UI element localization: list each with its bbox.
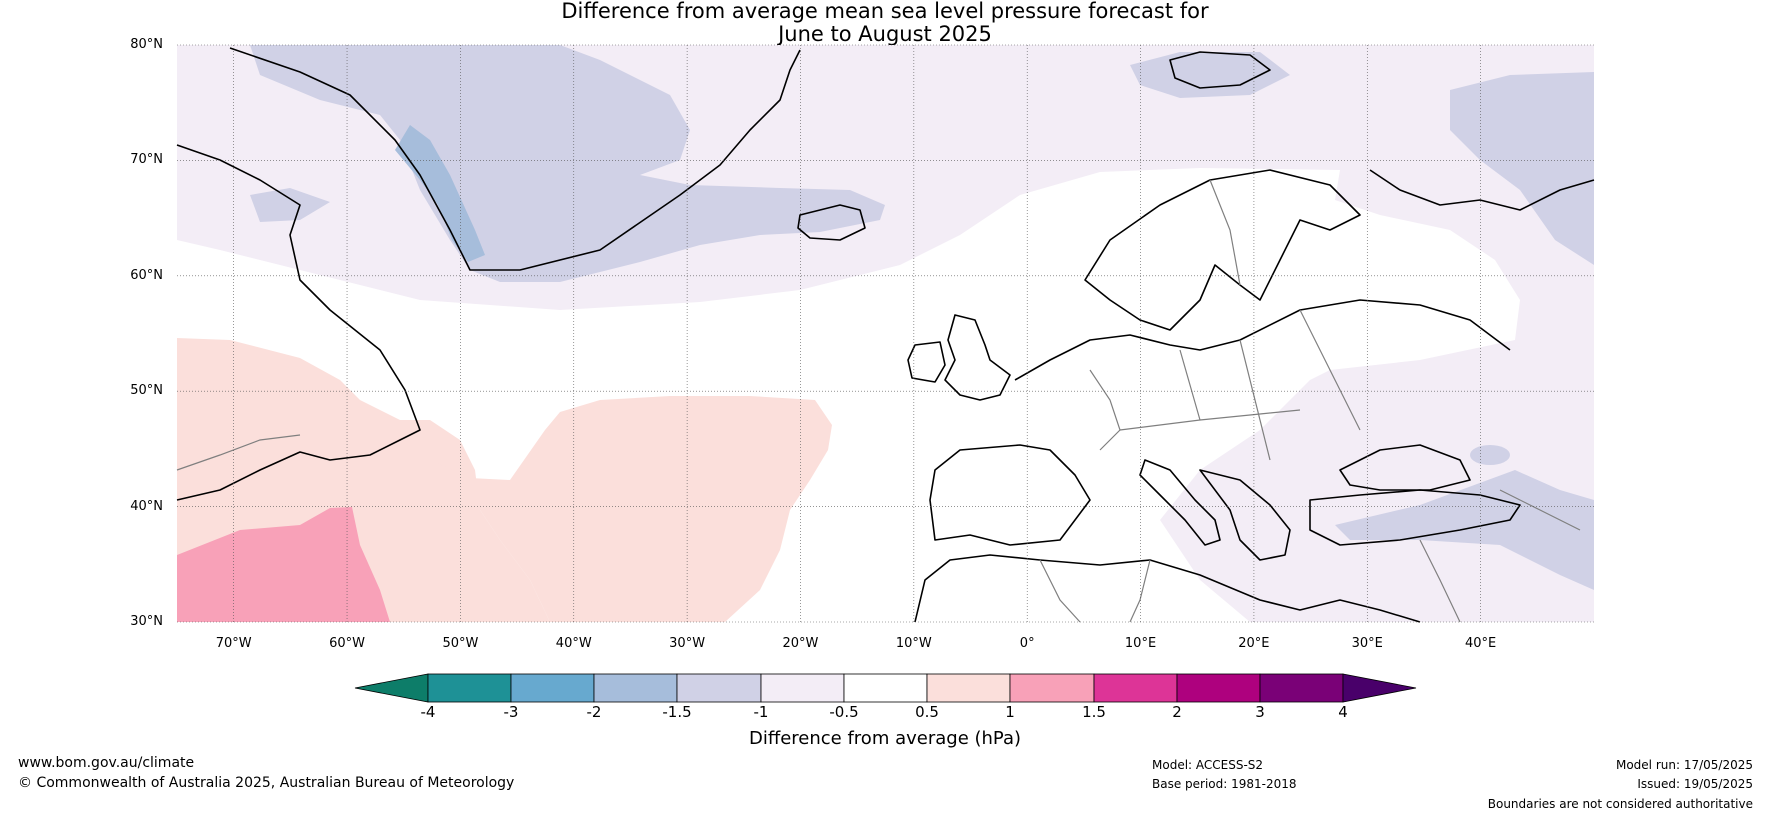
border-eastern-europe xyxy=(1239,339,1271,461)
colorbar-segment xyxy=(760,673,845,703)
colorbar-tick-label: 1 xyxy=(1005,703,1015,721)
border-scandinavia xyxy=(1209,179,1241,286)
colorbar xyxy=(354,673,1417,703)
greenland-coast xyxy=(229,47,801,271)
base-period-text: Base period: 1981-2018 xyxy=(1152,777,1297,791)
longitude-label: 30°E xyxy=(1351,636,1383,651)
blacksea-coast xyxy=(1339,444,1471,491)
latitude-label: 80°N xyxy=(130,37,163,52)
longitude-label: 70°W xyxy=(215,636,252,651)
svalbard-coast xyxy=(1169,51,1271,89)
longitude-label: 10°E xyxy=(1124,636,1157,651)
anomaly-region-lavender-labrador xyxy=(250,188,330,222)
website-link[interactable]: www.bom.gov.au/climate xyxy=(18,755,195,771)
anomaly-region-lavender-svalbard xyxy=(1130,52,1290,98)
colorbar-segment xyxy=(676,673,762,703)
colorbar-segment xyxy=(1093,673,1178,703)
colorbar-tick-label: -4 xyxy=(420,703,436,721)
uk-coast xyxy=(944,314,1011,401)
longitude-label: 0° xyxy=(1019,636,1035,651)
longitude-label: 30°W xyxy=(669,636,706,651)
ireland-coast xyxy=(907,341,946,383)
border-central-europe xyxy=(1119,409,1301,431)
longitude-label: 20°W xyxy=(782,636,819,651)
anomaly-region-light-pink-mid xyxy=(430,396,832,622)
border-canada-usa xyxy=(176,434,301,471)
border-middle-east xyxy=(1419,539,1461,623)
colorbar-tick-label: -0.5 xyxy=(829,703,859,721)
longitude-label: 20°E xyxy=(1238,636,1270,651)
labrador-coast xyxy=(176,144,421,501)
iberia-coast xyxy=(929,444,1091,546)
anomaly-region-lavender-turkey xyxy=(1335,470,1594,590)
model-run-text: Model run: 17/05/2025 xyxy=(1615,758,1753,772)
colorbar-extend-high xyxy=(1342,673,1417,703)
border-north-africa-1 xyxy=(1039,559,1081,623)
colorbar-tick-label: -2 xyxy=(586,703,602,721)
colorbar-extend-low xyxy=(354,673,429,703)
longitude-label: 50°W xyxy=(442,636,479,651)
border-france-germany xyxy=(1089,369,1121,451)
gridlines xyxy=(177,44,1594,623)
colorbar-tick-label: -1.5 xyxy=(662,703,692,721)
border-caucasus xyxy=(1499,489,1581,531)
colorbar-segment xyxy=(1009,673,1095,703)
model-text: Model: ACCESS-S2 xyxy=(1152,758,1264,772)
colorbar-tick-label: 2 xyxy=(1172,703,1182,721)
anomaly-region-lavender-northeast xyxy=(1450,72,1594,265)
border-germany-poland xyxy=(1179,349,1201,421)
balkans-coast xyxy=(1199,469,1291,561)
country-borders xyxy=(176,179,1581,623)
anomaly-region-bluegrey-greenland xyxy=(395,125,485,262)
anomaly-region-lavender-blacksea xyxy=(1470,445,1510,465)
turkey-coast xyxy=(1309,489,1521,546)
title-line-2: June to August 2025 xyxy=(778,22,992,46)
colorbar-tick-label: -3 xyxy=(503,703,519,721)
russia-north-coast xyxy=(1369,169,1595,211)
issued-text: Issued: 19/05/2025 xyxy=(1637,777,1753,791)
colorbar-title: Difference from average (hPa) xyxy=(748,728,1022,749)
colorbar-tick-label: 1.5 xyxy=(1082,703,1106,721)
anomaly-region-lavender-greenland xyxy=(250,45,885,282)
colorbar-tick-label: -1 xyxy=(753,703,769,721)
disclaimer-text: Boundaries are not considered authoritat… xyxy=(1487,797,1753,811)
colorbar-segment xyxy=(510,673,595,703)
colorbar-tick-label: 0.5 xyxy=(915,703,939,721)
europe-coast xyxy=(1014,299,1511,381)
colorbar-tick-label: 4 xyxy=(1338,703,1348,721)
map-title: Difference from average mean sea level p… xyxy=(0,0,1770,46)
coastlines xyxy=(176,47,1595,623)
colorbar-segment xyxy=(926,673,1011,703)
border-russia xyxy=(1299,309,1361,431)
colorbar-segment xyxy=(1259,673,1344,703)
longitude-label: 40°W xyxy=(555,636,592,651)
colorbar-segment xyxy=(1176,673,1261,703)
longitude-label: 40°E xyxy=(1464,636,1497,651)
colorbar-tick-label: 3 xyxy=(1255,703,1265,721)
anomaly-region-pink-southwest xyxy=(177,507,390,622)
italy-coast xyxy=(1139,459,1221,546)
border-north-africa-2 xyxy=(1129,559,1151,623)
latitude-label: 50°N xyxy=(130,383,163,399)
latitude-label: 60°N xyxy=(130,267,163,283)
iceland-coast xyxy=(797,204,866,241)
colorbar-segment xyxy=(593,673,678,703)
latitude-label: 40°N xyxy=(130,498,163,514)
latitude-label: 30°N xyxy=(130,614,163,629)
scandinavia-coast xyxy=(1084,169,1361,331)
colorbar-segment xyxy=(843,673,928,703)
copyright-text: © Commonwealth of Australia 2025, Austra… xyxy=(18,775,515,791)
longitude-label: 60°W xyxy=(329,636,365,651)
latitude-label: 70°N xyxy=(130,152,163,168)
title-line-1: Difference from average mean sea level p… xyxy=(561,0,1209,23)
longitude-label: 10°W xyxy=(895,636,932,651)
colorbar-segment xyxy=(427,673,512,703)
